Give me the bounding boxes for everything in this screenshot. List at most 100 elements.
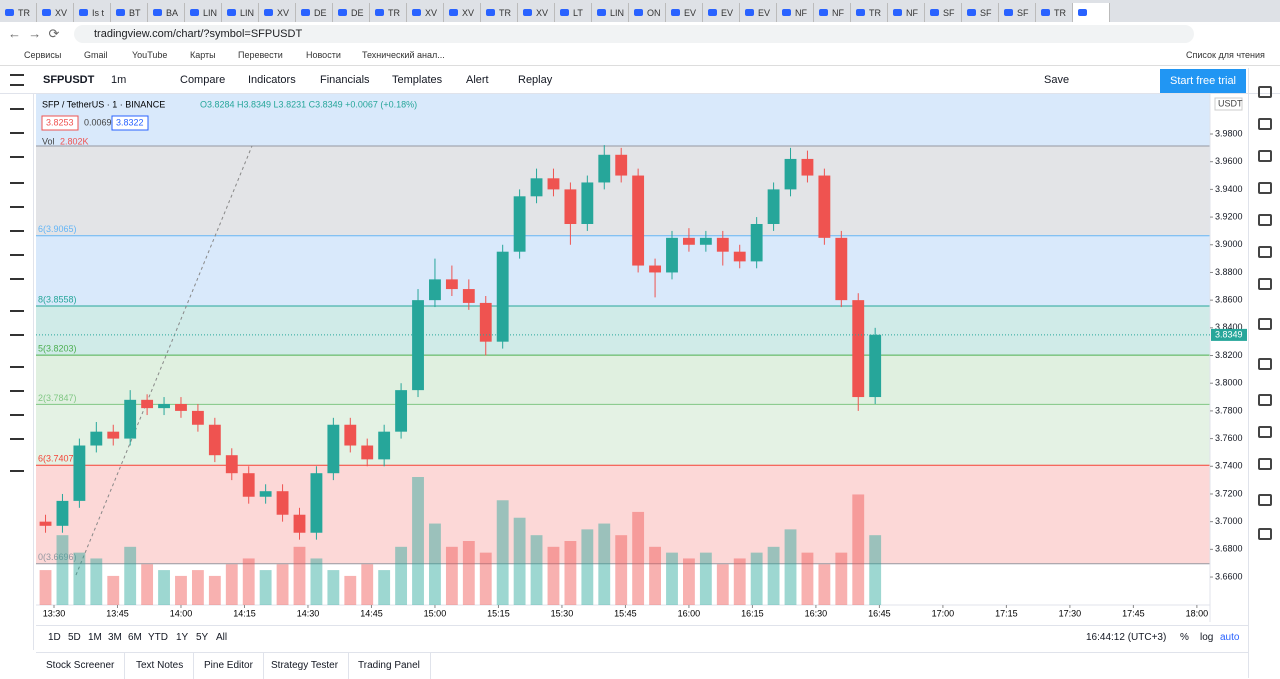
browser-tab[interactable]: TR xyxy=(1036,3,1073,22)
panel-icon[interactable] xyxy=(1258,214,1272,226)
browser-tab[interactable]: TR xyxy=(481,3,518,22)
browser-tab[interactable]: XV xyxy=(37,3,74,22)
browser-tab[interactable]: SF xyxy=(925,3,962,22)
range-button[interactable]: 6M xyxy=(128,632,142,643)
tool-icon[interactable] xyxy=(10,108,24,110)
tool-icon[interactable] xyxy=(10,132,24,134)
browser-tab[interactable]: LIN xyxy=(592,3,629,22)
toolbar-button[interactable]: Templates xyxy=(392,74,443,86)
browser-tab[interactable]: SF xyxy=(962,3,999,22)
browser-tab[interactable]: XV xyxy=(259,3,296,22)
browser-tab[interactable]: TR xyxy=(0,3,37,22)
nav-buttons[interactable]: ← → ⟳ xyxy=(8,26,60,41)
browser-tab[interactable]: BA xyxy=(148,3,185,22)
panel-icon[interactable] xyxy=(1258,318,1272,330)
browser-tab[interactable]: ON xyxy=(629,3,666,22)
volume-bar xyxy=(632,511,645,605)
bookmark[interactable]: Технический анал... xyxy=(362,50,445,60)
tool-icon[interactable] xyxy=(10,278,24,280)
browser-tab[interactable]: LT xyxy=(555,3,592,22)
browser-tab[interactable]: LIN xyxy=(222,3,259,22)
tool-icon[interactable] xyxy=(10,470,24,472)
bookmark[interactable]: YouTube xyxy=(132,50,168,60)
browser-tab[interactable]: DE xyxy=(333,3,370,22)
bottom-tab[interactable]: Strategy Tester xyxy=(261,653,350,679)
panel-icon[interactable] xyxy=(1258,528,1272,540)
bottom-tab[interactable]: Pine Editor xyxy=(194,653,264,679)
range-button[interactable]: 1M xyxy=(88,632,102,643)
browser-tab[interactable]: BT xyxy=(111,3,148,22)
browser-tab[interactable]: Is t xyxy=(74,3,111,22)
tool-icon[interactable] xyxy=(10,156,24,158)
x-tick-label: 13:30 xyxy=(43,608,66,618)
tool-icon[interactable] xyxy=(10,182,24,184)
scale-option[interactable]: auto xyxy=(1220,632,1240,643)
bottom-tab[interactable]: Text Notes xyxy=(126,653,195,679)
panel-icon[interactable] xyxy=(1258,246,1272,258)
bottom-tab[interactable]: Trading Panel xyxy=(348,653,431,679)
range-button[interactable]: All xyxy=(216,632,228,643)
browser-tab[interactable]: EV xyxy=(740,3,777,22)
panel-icon[interactable] xyxy=(1258,182,1272,194)
panel-icon[interactable] xyxy=(1258,278,1272,290)
range-button[interactable]: 1D xyxy=(48,632,61,643)
panel-icon[interactable] xyxy=(1258,494,1272,506)
save-button[interactable]: Save xyxy=(1044,74,1070,86)
bottom-tab[interactable]: Stock Screener xyxy=(36,653,126,679)
toolbar-button[interactable]: Financials xyxy=(320,74,370,86)
bookmark[interactable]: Новости xyxy=(306,50,341,60)
y-tick-label: 3.9600 xyxy=(1215,156,1243,166)
menu-icon[interactable] xyxy=(10,74,24,86)
panel-icon[interactable] xyxy=(1258,358,1272,370)
tool-icon[interactable] xyxy=(10,334,24,336)
panel-icon[interactable] xyxy=(1258,118,1272,130)
reading-list[interactable]: Список для чтения xyxy=(1186,50,1265,60)
toolbar-button[interactable]: Alert xyxy=(466,74,489,86)
panel-icon[interactable] xyxy=(1258,150,1272,162)
bookmark[interactable]: Перевести xyxy=(238,50,283,60)
browser-tab[interactable]: TR xyxy=(370,3,407,22)
tool-icon[interactable] xyxy=(10,390,24,392)
bookmark[interactable]: Сервисы xyxy=(24,50,62,60)
url-field[interactable]: tradingview.com/chart/?symbol=SFPUSDT xyxy=(74,25,1194,43)
tool-icon[interactable] xyxy=(10,230,24,232)
range-button[interactable]: 3M xyxy=(108,632,122,643)
panel-icon[interactable] xyxy=(1258,86,1272,98)
panel-icon[interactable] xyxy=(1258,394,1272,406)
range-button[interactable]: 5D xyxy=(68,632,81,643)
browser-tab[interactable]: NF xyxy=(777,3,814,22)
browser-tab[interactable]: XV xyxy=(407,3,444,22)
scale-option[interactable]: % xyxy=(1180,632,1189,643)
symbol[interactable]: SFPUSDT xyxy=(43,74,95,86)
panel-icon[interactable] xyxy=(1258,426,1272,438)
tool-icon[interactable] xyxy=(10,206,24,208)
tool-icon[interactable] xyxy=(10,310,24,312)
browser-tab[interactable]: LIN xyxy=(185,3,222,22)
bookmark[interactable]: Gmail xyxy=(84,50,108,60)
panel-icon[interactable] xyxy=(1258,458,1272,470)
toolbar-button[interactable]: Compare xyxy=(180,74,226,86)
tool-icon[interactable] xyxy=(10,254,24,256)
range-button[interactable]: 1Y xyxy=(176,632,189,643)
browser-tab[interactable]: NF xyxy=(888,3,925,22)
active-tab[interactable] xyxy=(1073,3,1110,22)
tool-icon[interactable] xyxy=(10,366,24,368)
browser-tab[interactable]: TR xyxy=(851,3,888,22)
scale-option[interactable]: log xyxy=(1200,632,1214,643)
tool-icon[interactable] xyxy=(10,438,24,440)
browser-tab[interactable]: XV xyxy=(518,3,555,22)
range-button[interactable]: 5Y xyxy=(196,632,209,643)
browser-tab[interactable]: DE xyxy=(296,3,333,22)
browser-tab[interactable]: NF xyxy=(814,3,851,22)
tool-icon[interactable] xyxy=(10,414,24,416)
toolbar-button[interactable]: Indicators xyxy=(248,74,296,86)
interval[interactable]: 1m xyxy=(111,74,127,86)
browser-tab[interactable]: SF xyxy=(999,3,1036,22)
start-trial-button[interactable]: Start free trial xyxy=(1160,69,1246,93)
browser-tab[interactable]: EV xyxy=(666,3,703,22)
range-button[interactable]: YTD xyxy=(148,632,168,643)
browser-tab[interactable]: EV xyxy=(703,3,740,22)
bookmark[interactable]: Карты xyxy=(190,50,216,60)
browser-tab[interactable]: XV xyxy=(444,3,481,22)
toolbar-button[interactable]: Replay xyxy=(518,74,553,86)
